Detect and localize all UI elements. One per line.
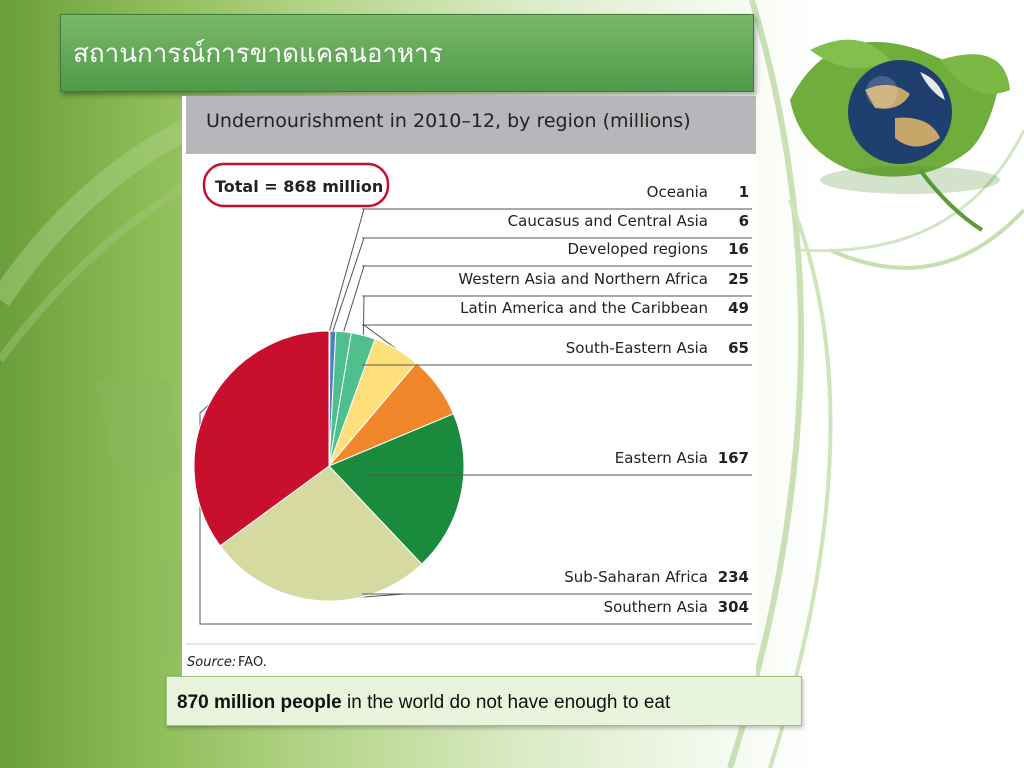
chart-header: Undernourishment in 2010–12, by region (… xyxy=(186,96,756,154)
pie-slice-sub-saharan-africa xyxy=(219,465,423,602)
slide-title: สถานการณ์การขาดแคลนอาหาร xyxy=(73,39,443,69)
legend-label: Southern Asia xyxy=(604,598,708,616)
total-label: Total = 868 million xyxy=(215,177,383,196)
legend-label: Latin America and the Caribbean xyxy=(460,299,708,317)
caption-bold: 870 million people xyxy=(177,692,342,713)
total-badge xyxy=(202,162,390,208)
legend-label: Developed regions xyxy=(567,240,708,258)
legend-value: 65 xyxy=(728,339,749,357)
caption-box: 870 million people in the world do not h… xyxy=(166,676,802,726)
legend-value: 234 xyxy=(718,568,749,586)
legend-value: 25 xyxy=(728,270,749,288)
pie-chart: Total = 868 million Oceania 1 Caucasus and… xyxy=(186,162,756,670)
pie-slice-southern-asia xyxy=(193,330,330,547)
legend-label: Caucasus and Central Asia xyxy=(508,212,708,230)
globe-leaf-image xyxy=(770,20,1020,240)
pie-slice-eastern-asia xyxy=(328,413,465,565)
legend-value: 6 xyxy=(739,212,749,230)
caption-rest: in the world do not have enough to eat xyxy=(341,692,671,713)
legend-value: 49 xyxy=(728,299,749,317)
legend-label: South-Eastern Asia xyxy=(566,339,708,357)
legend-label: Sub-Saharan Africa xyxy=(564,568,708,586)
legend-value: 167 xyxy=(718,449,749,467)
legend-value: 16 xyxy=(728,240,749,258)
chart-title: Undernourishment in 2010–12, by region (… xyxy=(206,110,691,132)
legend-value: 304 xyxy=(718,598,749,616)
source-name: FAO. xyxy=(238,655,267,670)
slide-title-bar: สถานการณ์การขาดแคลนอาหาร xyxy=(60,14,754,92)
legend-label: Western Asia and Northern Africa xyxy=(458,270,708,288)
chart-panel: Undernourishment in 2010–12, by region (… xyxy=(182,96,756,676)
source-label: Source: xyxy=(187,655,236,670)
legend-label: Oceania xyxy=(647,183,708,201)
legend-label: Eastern Asia xyxy=(615,449,708,467)
caption-text: 870 million people in the world do not h… xyxy=(177,692,670,714)
legend-value: 1 xyxy=(739,183,749,201)
